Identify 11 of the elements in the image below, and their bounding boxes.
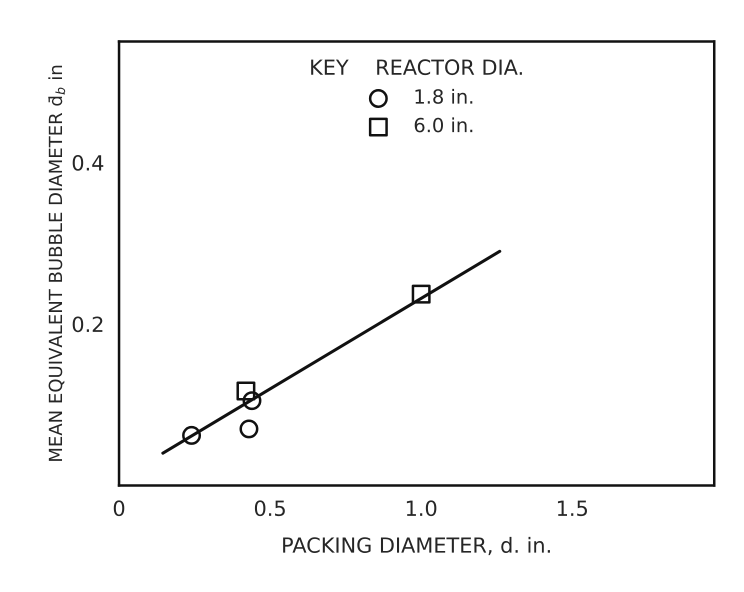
x-axis-title: PACKING DIAMETER, d. in. (283, 536, 550, 556)
y-tick-label: 0.4 (72, 154, 104, 171)
legend-label: 1.8 in. (415, 88, 472, 104)
legend-title: KEY REACTOR DIA. (311, 59, 522, 76)
x-tick-label: 0.5 (254, 500, 285, 516)
legend-label: 6.0 in. (414, 117, 472, 132)
y-tick-label: 0.2 (72, 316, 102, 332)
x-tick-label: 1.0 (406, 500, 436, 516)
y-axis-title: MEAN EQUIVALENT BUBBLE DIAMETER d̄$_{b}$ in (48, 66, 66, 461)
x-tick-label: 0 (114, 500, 124, 516)
x-tick-label: 1.5 (558, 500, 587, 516)
